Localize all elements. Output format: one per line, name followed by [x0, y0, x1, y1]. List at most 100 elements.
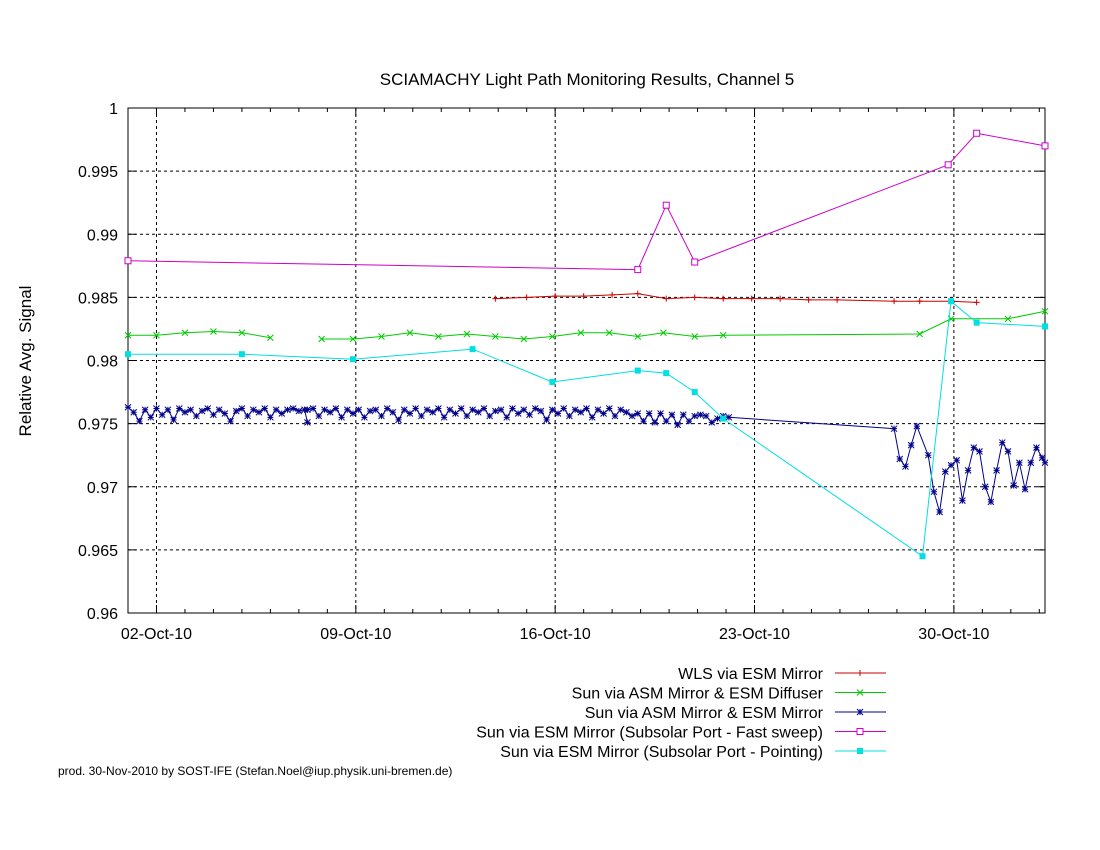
- data-point: [492, 333, 499, 340]
- data-point: [289, 405, 297, 412]
- data-point: [278, 410, 286, 417]
- data-point: [164, 406, 172, 414]
- data-point: [124, 403, 132, 411]
- data-point: [136, 417, 143, 425]
- data-point: [463, 330, 471, 338]
- data-point: [856, 689, 864, 696]
- data-point: [153, 405, 160, 412]
- data-point: [124, 257, 132, 265]
- y-tick-label: 0.985: [78, 290, 118, 307]
- data-point: [548, 406, 556, 414]
- data-point: [523, 294, 530, 301]
- data-series: [124, 129, 1049, 560]
- data-point: [304, 406, 311, 414]
- data-point: [953, 456, 961, 464]
- data-point: [805, 296, 812, 303]
- data-point: [948, 298, 955, 305]
- data-point: [412, 405, 419, 412]
- data-point: [204, 405, 212, 412]
- data-point: [1021, 485, 1029, 493]
- data-point: [600, 410, 607, 417]
- data-point: [571, 406, 579, 414]
- legend-label: Sun via ESM Mirror (Subsolar Port - Poin…: [500, 744, 823, 761]
- legend-entry: Sun via ASM Mirror & ESM Mirror: [585, 705, 886, 722]
- y-tick-label: 0.99: [87, 227, 118, 244]
- data-point: [674, 421, 681, 429]
- data-point: [321, 406, 328, 414]
- data-point: [147, 413, 155, 421]
- data-point: [332, 405, 340, 412]
- y-tick-label: 0.975: [78, 417, 118, 434]
- data-point: [238, 329, 246, 337]
- data-point: [1042, 323, 1048, 330]
- data-point: [691, 412, 699, 420]
- data-point: [361, 413, 368, 421]
- data-point: [497, 406, 505, 414]
- data-point: [238, 405, 246, 412]
- data-point: [552, 293, 559, 300]
- data-point: [349, 356, 356, 363]
- data-point: [697, 411, 704, 419]
- data-point: [452, 410, 459, 417]
- data-point: [891, 298, 898, 305]
- data-point: [543, 416, 550, 424]
- data-point: [936, 508, 943, 516]
- data-point: [1041, 459, 1049, 467]
- data-point: [520, 335, 528, 343]
- data-point: [383, 405, 391, 412]
- data-point: [634, 290, 641, 297]
- grid: [128, 108, 1045, 613]
- data-point: [210, 328, 217, 335]
- data-point: [435, 333, 442, 340]
- data-point: [907, 441, 915, 449]
- data-point: [463, 412, 471, 420]
- x-tick-label: 09-Oct-10: [320, 626, 391, 643]
- series-5: [125, 298, 1048, 560]
- data-point: [566, 412, 573, 420]
- data-point: [916, 298, 923, 305]
- y-tick-label: 0.98: [87, 354, 118, 371]
- data-point: [423, 406, 431, 414]
- data-point: [913, 422, 921, 430]
- axes: 0.96 0.965 0.97 0.975 0.98 0.985 0.99 0.995 1 02-…: [78, 101, 1046, 643]
- data-point: [469, 346, 476, 353]
- data-point: [366, 407, 374, 415]
- y-tick-label: 0.96: [87, 606, 118, 623]
- data-point: [577, 408, 585, 416]
- production-footer: prod. 30-Nov-2010 by SOST-IFE (Stefan.No…: [58, 764, 452, 778]
- data-point: [1041, 142, 1049, 150]
- data-point: [725, 413, 733, 421]
- data-point: [583, 405, 590, 412]
- data-point: [964, 466, 972, 474]
- data-point: [577, 329, 585, 337]
- data-point: [663, 295, 670, 302]
- data-point: [1010, 482, 1018, 489]
- data-point: [605, 405, 613, 412]
- data-point: [492, 295, 499, 302]
- data-point: [634, 367, 641, 374]
- data-point: [244, 412, 251, 420]
- data-point: [272, 406, 280, 414]
- data-point: [714, 415, 721, 422]
- data-point: [993, 466, 1000, 474]
- data-point: [192, 412, 200, 420]
- data-point: [537, 407, 545, 415]
- data-point: [503, 413, 511, 421]
- data-point: [857, 748, 863, 754]
- data-point: [998, 439, 1006, 446]
- data-point: [719, 331, 727, 339]
- data-point: [588, 413, 596, 421]
- data-point: [406, 329, 414, 337]
- data-point: [181, 408, 189, 416]
- data-point: [560, 405, 568, 412]
- data-point: [1033, 444, 1040, 451]
- data-point: [238, 351, 245, 358]
- data-point: [378, 333, 385, 340]
- data-point: [640, 417, 647, 425]
- data-point: [389, 408, 397, 416]
- data-point: [691, 258, 699, 266]
- data-point: [981, 483, 989, 491]
- data-point: [486, 412, 494, 420]
- data-point: [349, 410, 357, 417]
- data-point: [941, 468, 949, 475]
